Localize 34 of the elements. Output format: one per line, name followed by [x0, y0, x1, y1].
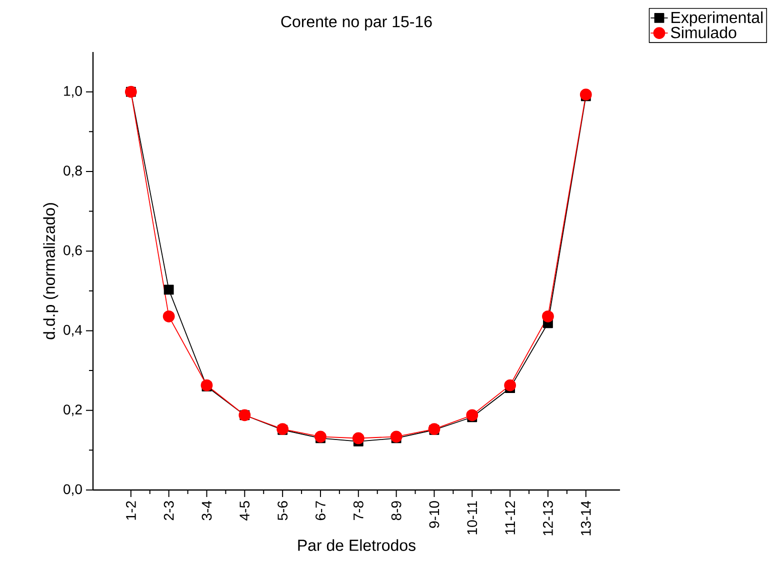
point — [390, 430, 402, 443]
legend-label: Experimental — [672, 11, 763, 26]
point — [352, 432, 364, 444]
y-tick-label: 0,8 — [64, 166, 82, 178]
y-tick-label: 0,0 — [64, 484, 82, 496]
x-tick-label: 9-10 — [429, 501, 440, 528]
x-tick-label: 5-6 — [278, 501, 288, 520]
y-tick-label: 1,0 — [64, 86, 82, 98]
x-tick-label: 10-11 — [467, 501, 478, 534]
x-tick-label: 13-14 — [580, 500, 591, 536]
x-tick-label: 1-2 — [126, 501, 136, 520]
y-axis-title: d.d.p (normalizado) — [43, 203, 58, 340]
x-tick-label: 7-8 — [353, 501, 364, 520]
y-tick-label: 0,4 — [64, 324, 82, 337]
y-tick-label: 0,6 — [64, 245, 82, 257]
point — [162, 310, 175, 322]
x-tick-label: 2-3 — [164, 501, 174, 520]
chart-title: Corente no par 15-16 — [281, 16, 432, 30]
point — [200, 379, 213, 392]
x-tick-label: 3-4 — [202, 500, 212, 520]
x-tick-label: 11-12 — [505, 501, 515, 534]
x-tick-label: 4-5 — [240, 501, 250, 520]
point — [542, 310, 554, 322]
x-tick-label: 6-7 — [316, 501, 326, 520]
point — [164, 284, 174, 295]
legend-label: Simulado — [670, 26, 736, 38]
point — [504, 379, 516, 392]
point — [466, 409, 478, 422]
point — [580, 88, 592, 101]
x-tick-label: 8-9 — [391, 501, 402, 520]
point — [314, 430, 326, 443]
x-tick-label: 12-13 — [543, 501, 553, 536]
y-tick-label: 0,2 — [64, 404, 82, 416]
x-axis-title: Par de Eletrodos — [298, 539, 416, 551]
